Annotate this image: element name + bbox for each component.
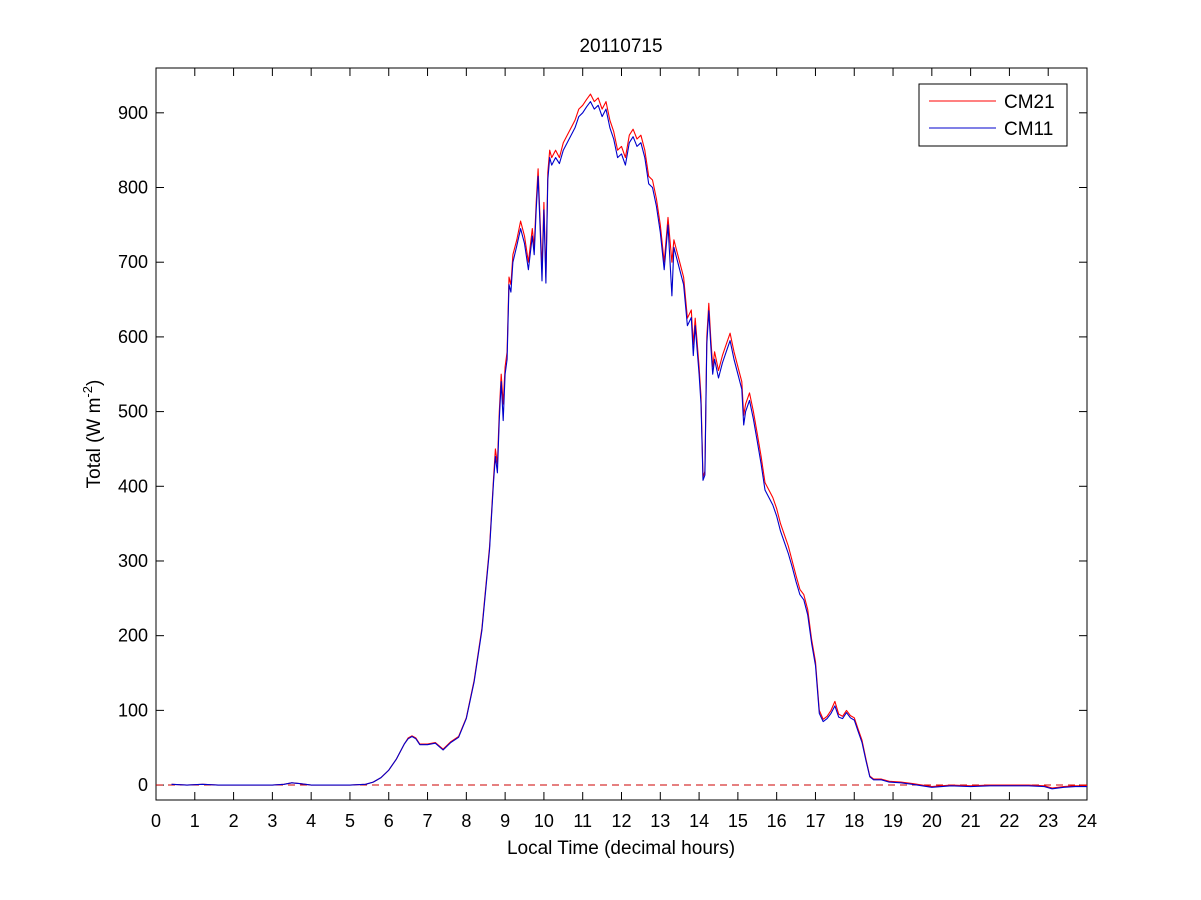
x-tick-label: 21 (961, 811, 981, 831)
chart-title: 20110715 (579, 36, 662, 57)
x-tick-label: 19 (883, 811, 903, 831)
x-tick-label: 8 (461, 811, 471, 831)
x-axis-label: Local Time (decimal hours) (507, 838, 735, 859)
x-tick-label: 14 (689, 811, 709, 831)
x-tick-label: 9 (500, 811, 510, 831)
legend: CM21 CM11 (918, 83, 1068, 147)
x-tick-label: 24 (1077, 811, 1097, 831)
x-tick-label: 2 (229, 811, 239, 831)
x-tick-label: 5 (345, 811, 355, 831)
y-tick-label: 600 (118, 327, 148, 347)
x-tick-label: 3 (267, 811, 277, 831)
x-axis-tick-labels: 0 1 2 3 4 5 6 7 8 9 10 11 12 13 14 15 16 17 18 19 20 21 22 23 24 (151, 811, 1097, 831)
x-tick-label: 7 (423, 811, 433, 831)
y-tick-label: 400 (118, 476, 148, 496)
plot-area (155, 67, 1088, 801)
x-tick-label: 16 (767, 811, 787, 831)
y-tick-label: 500 (118, 402, 148, 422)
y-tick-label: 200 (118, 626, 148, 646)
x-tick-label: 18 (844, 811, 864, 831)
y-tick-label: 0 (138, 775, 148, 795)
y-axis-tick-labels: 0 100 200 300 400 500 600 700 800 900 (118, 103, 148, 795)
y-tick-label: 900 (118, 103, 148, 123)
y-axis-label-main: Total (W m (84, 398, 105, 489)
series-lines (171, 93, 1087, 790)
x-tick-label: 0 (151, 811, 161, 831)
x-tick-label: 11 (573, 811, 592, 831)
x-tick-label: 12 (611, 811, 631, 831)
y-tick-label: 300 (118, 551, 148, 571)
x-tick-label: 17 (805, 811, 825, 831)
y-tick-label: 700 (118, 252, 148, 272)
x-tick-label: 20 (922, 811, 942, 831)
x-tick-label: 4 (306, 811, 316, 831)
x-tick-label: 13 (650, 811, 670, 831)
x-tick-label: 1 (190, 811, 200, 831)
y-axis-label-superscript: -2 (80, 386, 95, 398)
series-line-cm11 (171, 101, 1087, 790)
x-tick-label: 23 (1038, 811, 1058, 831)
y-tick-label: 800 (118, 178, 148, 198)
x-tick-label: 22 (999, 811, 1019, 831)
x-tick-label: 10 (534, 811, 554, 831)
legend-label-cm11: CM11 (1004, 119, 1053, 140)
y-axis-label: Total (W m-2) (80, 380, 105, 489)
legend-label-cm21: CM21 (1004, 92, 1055, 113)
y-axis-label-close: ) (84, 380, 105, 386)
x-tick-label: 15 (728, 811, 748, 831)
legend-box (918, 83, 1068, 147)
axis-ticks (155, 68, 1088, 800)
y-tick-label: 100 (118, 700, 148, 720)
x-tick-label: 6 (384, 811, 394, 831)
